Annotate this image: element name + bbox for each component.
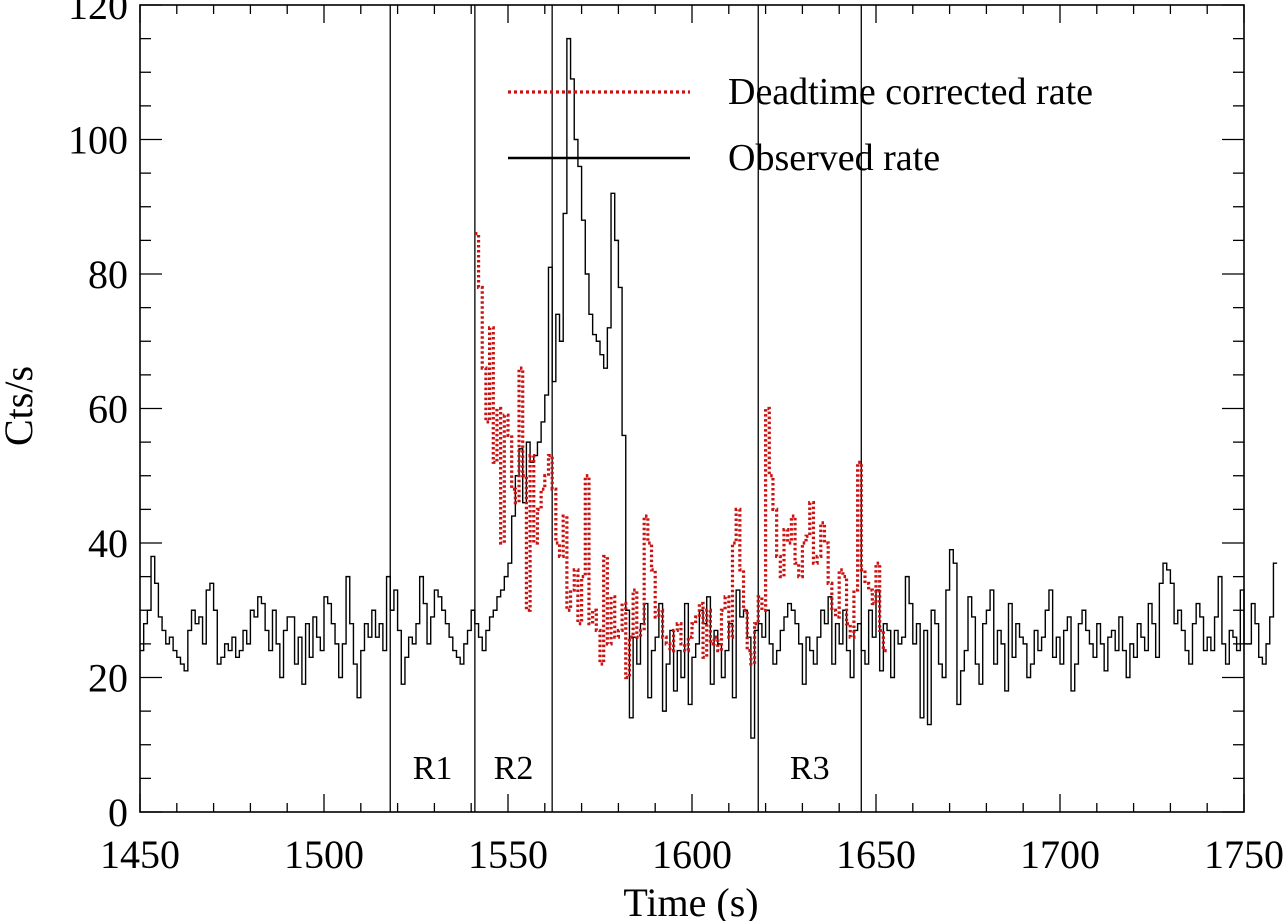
y-tick-label: 80 [88, 252, 128, 297]
axes: 1450 1500 1550 1600 1650 1700 1750 0 20 40 60 80 100… [68, 0, 1284, 877]
series-layer [140, 37, 1278, 739]
x-tick-label: 1550 [468, 832, 548, 877]
legend-label-corrected: Deadtime corrected rate [728, 71, 1093, 113]
legend-label-observed: Observed rate [728, 137, 940, 179]
region-boundaries: R1 R2 R3 [389, 5, 862, 812]
x-axis-label: Time (s) [623, 880, 758, 921]
y-tick-label: 120 [68, 0, 128, 28]
x-tick-label: 1450 [100, 832, 180, 877]
y-tick-label: 0 [108, 790, 128, 835]
series-deadtime-corrected-rate [474, 232, 888, 680]
region-label-r3: R3 [790, 750, 830, 787]
x-tick-label: 1650 [836, 832, 916, 877]
y-tick-label: 100 [68, 118, 128, 163]
x-tick-label: 1600 [652, 832, 732, 877]
y-tick-label: 40 [88, 521, 128, 566]
y-tick-label: 60 [88, 387, 128, 432]
x-tick-label: 1500 [284, 832, 364, 877]
x-tick-label: 1700 [1020, 832, 1100, 877]
region-label-r1: R1 [413, 750, 453, 787]
y-tick-label: 20 [88, 656, 128, 701]
axis-labels: Time (s) Cts/s [0, 366, 759, 921]
x-tick-label: 1750 [1204, 832, 1284, 877]
region-label-r2: R2 [494, 750, 534, 787]
legend: Deadtime corrected rate Observed rate [508, 71, 1093, 179]
series-observed-rate [140, 37, 1278, 739]
y-axis-label: Cts/s [0, 366, 41, 446]
